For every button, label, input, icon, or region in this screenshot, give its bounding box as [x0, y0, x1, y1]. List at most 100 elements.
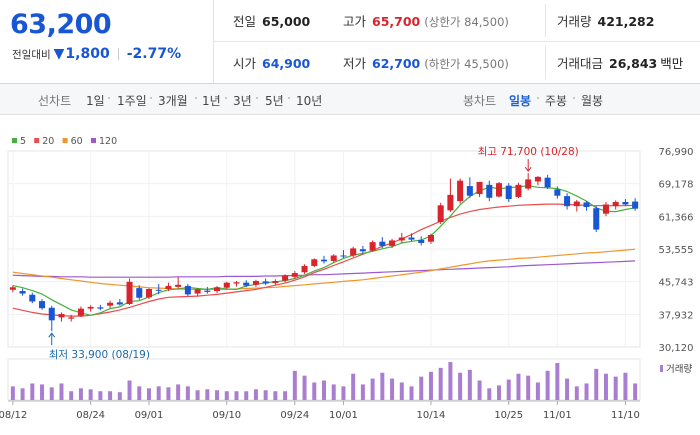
volume-bar — [380, 372, 385, 400]
y-tick-label: 61,366 — [659, 212, 694, 223]
candle-body — [389, 240, 396, 246]
candle — [145, 288, 152, 299]
volume-bar — [370, 378, 375, 400]
change-percent: -2.77% — [126, 46, 182, 62]
candle-weekly[interactable]: 주봉 — [545, 94, 568, 108]
volume-legend-swatch — [660, 365, 663, 372]
volume-bar — [205, 389, 210, 400]
candle — [398, 232, 405, 243]
candle — [107, 300, 114, 309]
candle-body — [262, 281, 269, 284]
volume-bar — [360, 384, 365, 400]
stat-high: 고가 65,700 (상한가 84,500) — [343, 14, 509, 29]
candle — [320, 255, 328, 264]
candle-body — [252, 281, 259, 285]
line-chart-label[interactable]: 선차트 — [38, 94, 72, 108]
period-3y[interactable]: 3년 — [233, 94, 252, 108]
candle — [427, 233, 434, 244]
candle-body — [136, 288, 143, 298]
candle — [359, 245, 366, 254]
y-tick-label: 45,743 — [659, 278, 694, 289]
y-tick-label: 76,990 — [659, 147, 694, 158]
candle — [252, 279, 259, 287]
volume-bar — [633, 383, 638, 400]
toolbar-divider — [256, 97, 258, 99]
candle — [136, 285, 143, 300]
period-1w[interactable]: 1주일 — [117, 94, 147, 108]
legend-swatch — [12, 138, 17, 143]
volume-bar — [438, 367, 443, 400]
volume-bar — [603, 373, 608, 400]
volume-bar — [108, 391, 113, 400]
y-tick-label: 53,555 — [659, 245, 694, 256]
volume-bar — [244, 391, 249, 400]
candle — [622, 199, 629, 206]
candle-monthly[interactable]: 월봉 — [581, 94, 604, 108]
change-divider — [117, 48, 119, 60]
candle — [155, 283, 162, 295]
volume-bar — [341, 386, 346, 400]
volume-bar — [351, 373, 356, 400]
candle — [418, 236, 425, 246]
candle — [486, 180, 493, 202]
volume-bar — [224, 391, 229, 400]
candle-body — [77, 308, 84, 316]
candle — [282, 274, 289, 283]
volume-bar — [283, 391, 288, 400]
period-3m[interactable]: 3개월 — [158, 94, 188, 108]
volume-bar — [322, 380, 326, 400]
candle-body — [107, 302, 114, 306]
candle — [19, 288, 26, 296]
volume-bar — [30, 383, 35, 400]
candle-body — [145, 288, 152, 298]
candle-body — [116, 302, 123, 305]
stat-trade-value: 거래대금 26,843 백만 — [557, 56, 684, 71]
candle-body — [534, 176, 541, 182]
period-5y[interactable]: 5년 — [265, 94, 284, 108]
stat-volume: 거래량 421,282 — [557, 14, 655, 29]
candle-body — [350, 248, 357, 256]
candle — [175, 276, 182, 289]
volume-bar — [312, 382, 317, 400]
chart-toolbar: 선차트 1일 1주일 3개월 1년 3년 5년 10년 봉차트 일봉 주봉 월봉 — [0, 84, 700, 115]
candle-body — [233, 282, 240, 284]
candle — [311, 258, 318, 268]
candle — [602, 201, 609, 217]
candle-body — [48, 307, 55, 321]
low-annotation-arrowhead — [48, 332, 56, 338]
candle-body — [632, 201, 639, 209]
candle-body — [437, 205, 444, 223]
volume-bar — [448, 362, 453, 400]
x-tick-label: 08/24 — [76, 410, 105, 421]
x-tick-label: 11/01 — [543, 410, 572, 421]
volume-bar — [428, 371, 433, 400]
candle — [58, 312, 65, 322]
candle-body — [573, 201, 580, 207]
candle-chart-label[interactable]: 봉차트 — [463, 94, 497, 108]
period-1y[interactable]: 1년 — [202, 94, 221, 108]
candle-body — [564, 196, 571, 207]
volume-bar — [263, 390, 268, 400]
volume-bar — [166, 387, 171, 400]
candle-body — [418, 240, 425, 243]
volume-bar — [497, 385, 502, 400]
candle — [291, 270, 298, 279]
volume-bar — [467, 369, 472, 400]
period-1d[interactable]: 1일 — [86, 94, 105, 108]
stats-divider-v2 — [545, 46, 546, 79]
candle — [29, 292, 36, 304]
legend-swatch — [91, 138, 96, 143]
candle — [583, 201, 590, 211]
candle-daily[interactable]: 일봉 — [509, 94, 532, 108]
volume-bar — [594, 368, 599, 400]
candle — [476, 181, 483, 197]
period-10y[interactable]: 10년 — [296, 94, 323, 108]
volume-bar — [487, 388, 492, 400]
volume-bar — [555, 363, 560, 400]
candle-body — [320, 259, 328, 262]
x-tick-label: 11/10 — [611, 410, 640, 421]
candle-body — [194, 289, 201, 294]
candle — [39, 298, 46, 310]
candle-body — [602, 204, 609, 214]
x-tick-label: 09/24 — [280, 410, 309, 421]
